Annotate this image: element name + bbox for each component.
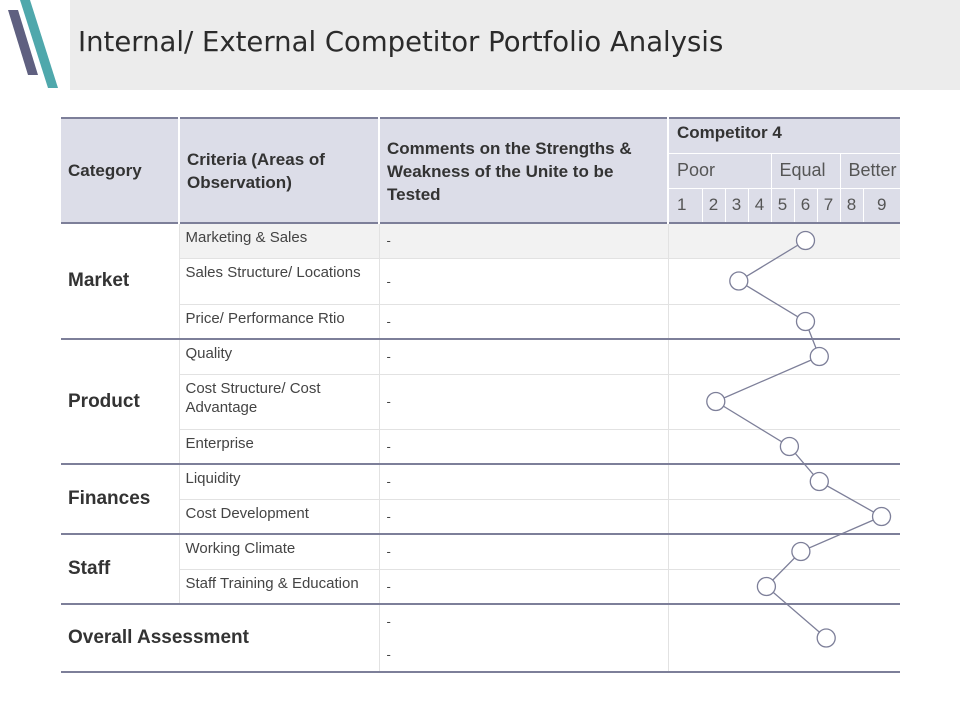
comment-cell: - bbox=[379, 338, 669, 374]
comment-cell: - bbox=[379, 428, 669, 464]
scale-8: 8 bbox=[840, 187, 864, 223]
comment-cell: - bbox=[379, 373, 669, 429]
page-title: Internal/ External Competitor Portfolio … bbox=[78, 26, 724, 58]
table-row: Market Marketing & Sales - bbox=[61, 222, 901, 339]
rating-cell bbox=[668, 498, 901, 534]
comment-cell: - bbox=[379, 498, 669, 534]
table-row: Staff Training & Education - bbox=[61, 568, 901, 604]
header-comments: Comments on the Strengths & Weakness of … bbox=[379, 117, 669, 223]
header-level-poor: Poor bbox=[668, 152, 772, 188]
table-row: Cost Structure/ Cost Advantage - bbox=[61, 373, 901, 429]
header-level-equal: Equal bbox=[771, 152, 841, 188]
category-product: Product bbox=[61, 338, 180, 464]
table-row: Price/ Performance Rtio - bbox=[61, 303, 901, 339]
criteria-cell: Enterprise bbox=[179, 428, 380, 464]
table-row: Enterprise - bbox=[61, 428, 901, 464]
scale-1: 1 bbox=[668, 187, 703, 223]
scale-5: 5 bbox=[771, 187, 795, 223]
scale-9: 9 bbox=[863, 187, 901, 223]
overall-comment-1: - bbox=[386, 614, 391, 629]
header-criteria: Criteria (Areas of Observation) bbox=[179, 117, 380, 223]
overall-comment-cell: - - bbox=[379, 603, 669, 673]
overall-comment-2: - bbox=[386, 647, 391, 662]
category-overall: Overall Assessment bbox=[61, 603, 380, 673]
rating-cell bbox=[668, 463, 901, 499]
table-row: Sales Structure/ Locations - bbox=[61, 257, 901, 304]
scale-4: 4 bbox=[748, 187, 772, 223]
comment-cell: - bbox=[379, 533, 669, 569]
rating-cell bbox=[668, 428, 901, 464]
table-row: Product Quality - bbox=[61, 338, 901, 464]
rating-cell bbox=[668, 603, 901, 673]
category-staff: Staff bbox=[61, 533, 180, 604]
criteria-cell: Marketing & Sales bbox=[179, 222, 380, 258]
table-row: Finances Liquidity - bbox=[61, 463, 901, 534]
criteria-cell: Cost Development bbox=[179, 498, 380, 534]
rating-cell bbox=[668, 222, 901, 258]
scale-7: 7 bbox=[817, 187, 841, 223]
rating-cell bbox=[668, 533, 901, 569]
category-finances: Finances bbox=[61, 463, 180, 534]
rating-cell bbox=[668, 303, 901, 339]
category-market: Market bbox=[61, 222, 180, 339]
comment-cell: - bbox=[379, 257, 669, 304]
header-category: Category bbox=[61, 117, 180, 223]
title-band bbox=[70, 0, 960, 90]
comment-cell: - bbox=[379, 463, 669, 499]
comment-cell: - bbox=[379, 303, 669, 339]
scale-3: 3 bbox=[725, 187, 749, 223]
comment-cell: - bbox=[379, 222, 669, 258]
table-row: Overall Assessment - - bbox=[61, 603, 901, 673]
criteria-cell: Liquidity bbox=[179, 463, 380, 499]
criteria-cell: Sales Structure/ Locations bbox=[179, 257, 380, 304]
table-row: Cost Development - bbox=[61, 498, 901, 534]
table-row: Staff Working Climate - bbox=[61, 533, 901, 604]
criteria-cell: Staff Training & Education bbox=[179, 568, 380, 604]
rating-cell bbox=[668, 338, 901, 374]
criteria-cell: Quality bbox=[179, 338, 380, 374]
comment-cell: - bbox=[379, 568, 669, 604]
scale-2: 2 bbox=[702, 187, 726, 223]
criteria-cell: Cost Structure/ Cost Advantage bbox=[179, 373, 380, 429]
rating-cell bbox=[668, 373, 901, 429]
competitor-analysis-table: Category Criteria (Areas of Observation)… bbox=[61, 117, 901, 673]
rating-cell bbox=[668, 568, 901, 604]
rating-cell bbox=[668, 257, 901, 304]
scale-6: 6 bbox=[794, 187, 818, 223]
header-competitor: Competitor 4 bbox=[668, 117, 901, 153]
decorative-stripes bbox=[8, 0, 58, 88]
criteria-cell: Price/ Performance Rtio bbox=[179, 303, 380, 339]
header-level-better: Better bbox=[840, 152, 901, 188]
criteria-cell: Working Climate bbox=[179, 533, 380, 569]
